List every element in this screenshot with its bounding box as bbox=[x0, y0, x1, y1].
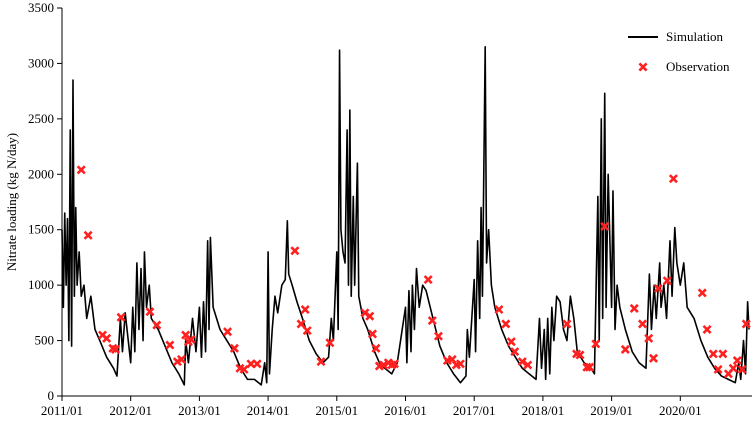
y-tick-label: 1500 bbox=[28, 222, 54, 237]
observation-marker bbox=[562, 319, 572, 329]
observation-marker bbox=[186, 334, 196, 344]
observation-marker bbox=[165, 340, 175, 350]
observation-marker bbox=[713, 364, 723, 374]
observation-marker bbox=[423, 275, 433, 285]
observation-marker bbox=[427, 316, 437, 326]
observation-marker bbox=[365, 311, 375, 321]
observation-marker bbox=[517, 357, 527, 367]
observation-marker bbox=[494, 305, 504, 315]
observation-marker bbox=[229, 343, 239, 353]
observation-marker bbox=[76, 165, 86, 175]
observation-marker bbox=[697, 288, 707, 298]
observation-marker bbox=[111, 344, 121, 354]
observation-marker bbox=[702, 324, 712, 335]
y-tick-label: 3500 bbox=[28, 0, 54, 15]
y-tick-label: 2000 bbox=[28, 166, 54, 181]
observation-marker bbox=[378, 360, 389, 370]
y-tick-label: 2500 bbox=[28, 111, 54, 126]
observation-marker bbox=[300, 305, 310, 315]
observation-marker bbox=[145, 307, 155, 317]
x-tick-label: 2014/01 bbox=[247, 403, 290, 418]
observation-marker bbox=[252, 359, 262, 369]
y-axis-label: Nitrate loading (kg N/day) bbox=[4, 133, 19, 271]
observation-marker bbox=[510, 347, 520, 357]
x-tick-label: 2012/01 bbox=[109, 403, 152, 418]
observation-marker bbox=[290, 246, 300, 256]
observation-marker bbox=[325, 338, 335, 348]
x-tick-label: 2015/01 bbox=[315, 403, 358, 418]
observation-marker bbox=[152, 320, 162, 330]
observation-marker bbox=[629, 303, 639, 313]
observation-marker bbox=[732, 356, 742, 366]
observation-marker bbox=[668, 174, 678, 184]
observation-marker bbox=[620, 344, 630, 354]
observation-marker bbox=[316, 357, 326, 367]
observation-marker bbox=[523, 360, 533, 370]
simulation-line bbox=[61, 46, 750, 386]
x-tick-label: 2020/01 bbox=[659, 403, 702, 418]
x-tick-label: 2016/01 bbox=[384, 403, 427, 418]
observation-marker bbox=[223, 327, 233, 337]
observation-marker bbox=[600, 221, 610, 231]
observation-marker bbox=[239, 364, 249, 374]
observation-marker bbox=[585, 362, 595, 372]
observation-marker bbox=[389, 359, 400, 369]
observation-marker bbox=[737, 364, 747, 374]
y-tick-label: 1000 bbox=[28, 277, 54, 292]
observation-marker bbox=[506, 337, 516, 347]
observation-marker bbox=[728, 363, 738, 373]
observation-marker bbox=[637, 319, 648, 329]
x-tick-label: 2013/01 bbox=[178, 403, 221, 418]
legend-label: Simulation bbox=[666, 29, 724, 44]
observation-marker bbox=[302, 326, 312, 336]
observation-marker bbox=[741, 319, 751, 329]
x-tick-label: 2011/01 bbox=[41, 403, 83, 418]
observation-marker bbox=[296, 319, 306, 329]
observation-marker bbox=[644, 333, 654, 343]
observation-marker bbox=[582, 362, 592, 372]
observation-marker bbox=[116, 312, 126, 322]
legend-label: Observation bbox=[666, 59, 730, 74]
y-tick-label: 500 bbox=[35, 333, 55, 348]
observation-marker bbox=[501, 319, 511, 329]
observation-marker bbox=[83, 230, 93, 240]
observation-marker bbox=[177, 354, 187, 364]
x-tick-label: 2019/01 bbox=[590, 403, 633, 418]
y-tick-label: 3000 bbox=[28, 55, 54, 70]
observation-marker bbox=[591, 339, 601, 349]
x-tick-label: 2017/01 bbox=[453, 403, 496, 418]
observation-marker bbox=[368, 329, 378, 339]
observation-marker bbox=[455, 359, 465, 369]
observation-marker bbox=[371, 343, 381, 353]
observation-marker bbox=[575, 350, 585, 360]
observation-marker bbox=[102, 333, 112, 343]
observation-marker bbox=[648, 353, 659, 363]
observation-marker bbox=[708, 349, 718, 359]
x-tick-label: 2018/01 bbox=[522, 403, 565, 418]
observation-marker bbox=[662, 276, 672, 286]
legend-marker bbox=[638, 62, 648, 72]
observation-marker bbox=[718, 349, 728, 359]
observation-marker bbox=[433, 331, 443, 341]
y-tick-label: 0 bbox=[48, 388, 55, 403]
observation-marker bbox=[653, 283, 663, 293]
